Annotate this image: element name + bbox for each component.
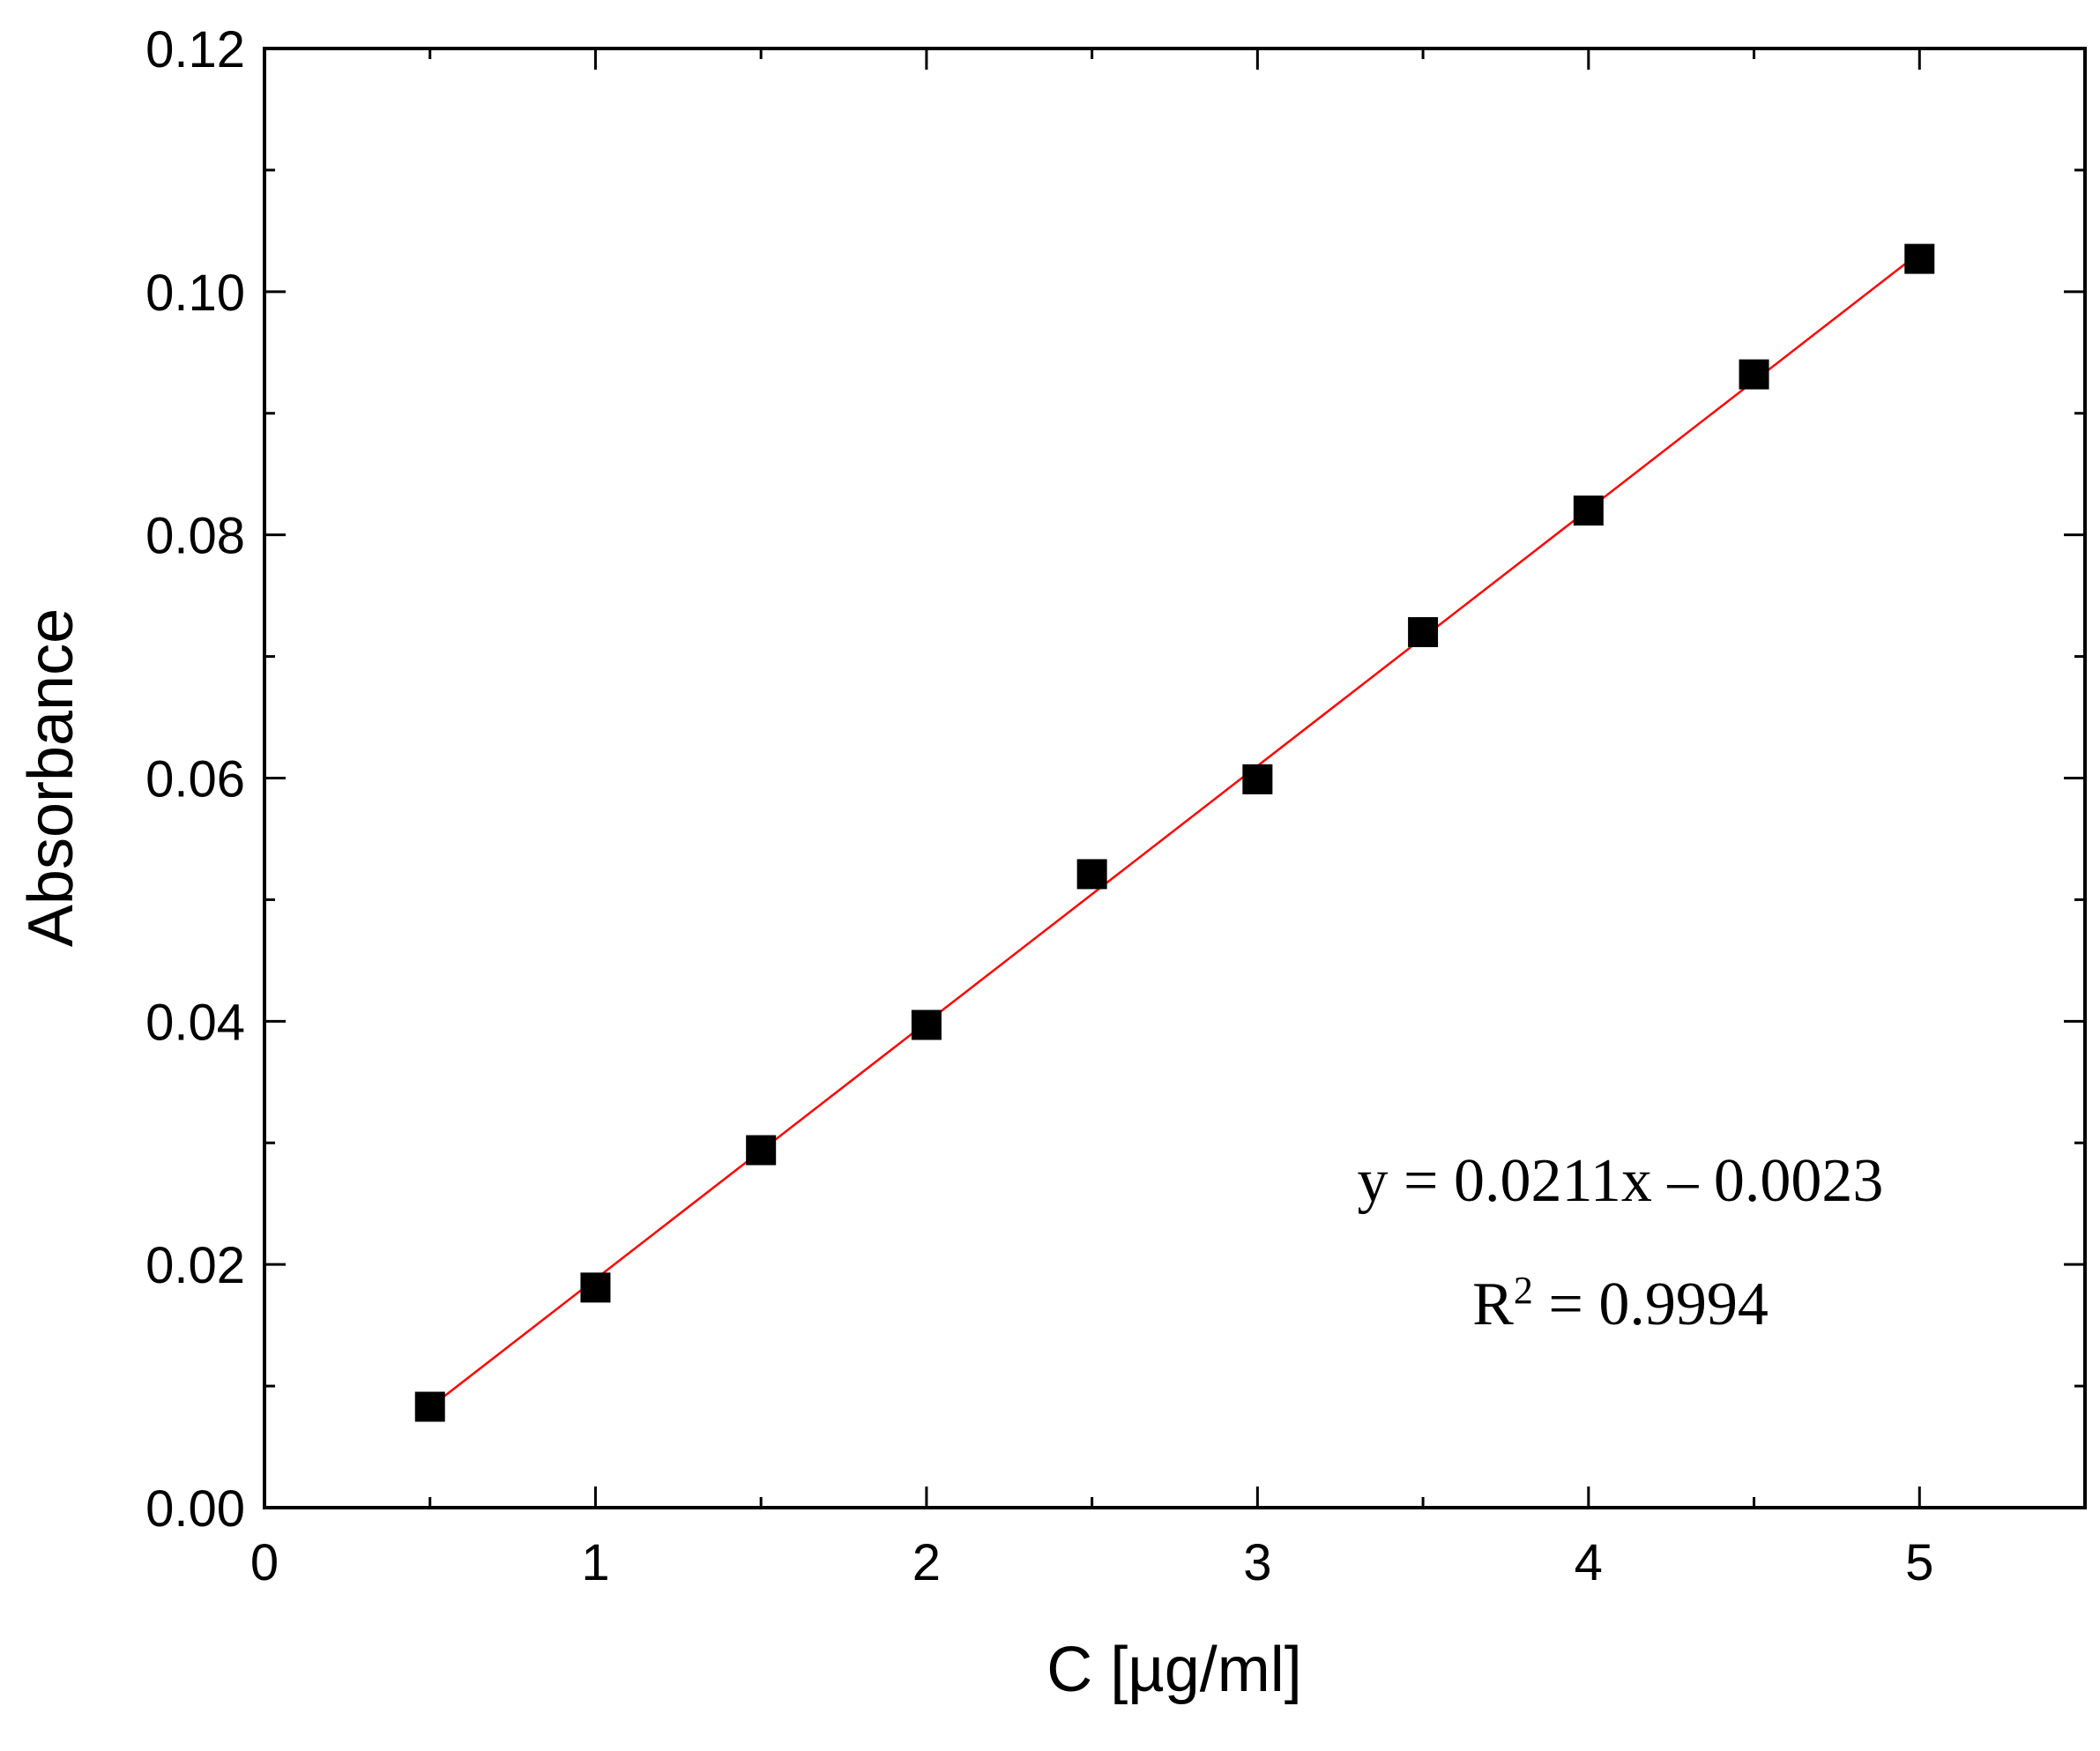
r-squared-sup: 2	[1514, 1269, 1533, 1312]
points-layer	[414, 243, 1935, 1422]
data-point	[746, 1135, 777, 1166]
r-squared: R2 = 0.9994	[1472, 1269, 1769, 1339]
x-tick-label: 4	[1575, 1534, 1603, 1591]
x-tick-label: 0	[250, 1534, 279, 1591]
data-point	[1739, 359, 1769, 390]
data-point	[1242, 764, 1273, 794]
y-tick-label: 0.04	[145, 994, 245, 1051]
y-tick-label: 0.06	[145, 751, 245, 808]
fit-equation: y = 0.0211x – 0.0023	[1358, 1147, 1884, 1215]
x-axis-title: C [µg/ml]	[1046, 1635, 1302, 1705]
plot-frame	[263, 47, 2087, 1509]
data-point	[1076, 859, 1107, 890]
fit-layer	[428, 251, 1921, 1409]
y-tick-label: 0.12	[145, 21, 245, 78]
data-point	[1904, 243, 1935, 274]
x-tick-label: 2	[912, 1534, 941, 1591]
data-point	[580, 1272, 611, 1303]
y-tick-label: 0.02	[145, 1237, 245, 1294]
data-point	[911, 1010, 942, 1040]
data-point	[1408, 617, 1439, 647]
x-tick-label: 1	[581, 1534, 609, 1591]
x-tick-label: 5	[1905, 1534, 1933, 1591]
y-tick-label: 0.00	[145, 1480, 245, 1538]
labels-layer: 0 1 2 3 4 5 0.00 0.02 0.04 0.06 0.08 0.10 0.12	[145, 21, 1933, 1591]
x-tick-label: 3	[1243, 1534, 1271, 1591]
y-tick-label: 0.10	[145, 265, 245, 322]
y-tick-label: 0.08	[145, 508, 245, 565]
r-squared-value: = 0.9994	[1533, 1270, 1769, 1338]
data-point	[1573, 495, 1604, 526]
y-axis-title: Absorbance	[16, 608, 86, 947]
fit-line	[428, 251, 1921, 1409]
data-point	[414, 1391, 445, 1422]
r-squared-base: R	[1472, 1270, 1514, 1338]
